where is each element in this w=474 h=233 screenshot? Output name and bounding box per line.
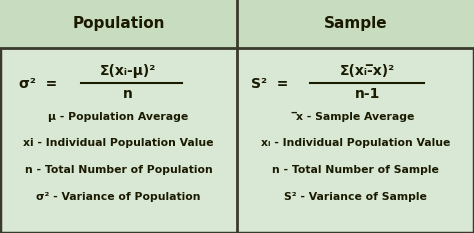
Text: Σ(xᵢ-μ)²: Σ(xᵢ-μ)² (100, 64, 156, 78)
Text: n-1: n-1 (355, 87, 380, 101)
Bar (237, 0, 474, 48)
Text: n: n (123, 87, 133, 101)
Text: xi - Individual Population Value: xi - Individual Population Value (23, 138, 214, 148)
Text: xᵢ - Individual Population Value: xᵢ - Individual Population Value (261, 138, 450, 148)
Text: Sample: Sample (324, 16, 387, 31)
Text: S²  =: S² = (251, 77, 289, 91)
Text: Population: Population (72, 16, 165, 31)
Text: S² - Variance of Sample: S² - Variance of Sample (284, 192, 427, 202)
Bar (0, 0, 237, 48)
Text: Σ(xᵢ-̅x)²: Σ(xᵢ-̅x)² (340, 64, 395, 78)
Text: σ²  =: σ² = (19, 77, 57, 91)
Text: ̅x - Sample Average: ̅x - Sample Average (296, 111, 415, 122)
Text: n - Total Number of Population: n - Total Number of Population (25, 165, 212, 175)
Text: σ² - Variance of Population: σ² - Variance of Population (36, 192, 201, 202)
Text: μ - Population Average: μ - Population Average (48, 112, 189, 121)
Text: n - Total Number of Sample: n - Total Number of Sample (272, 165, 439, 175)
